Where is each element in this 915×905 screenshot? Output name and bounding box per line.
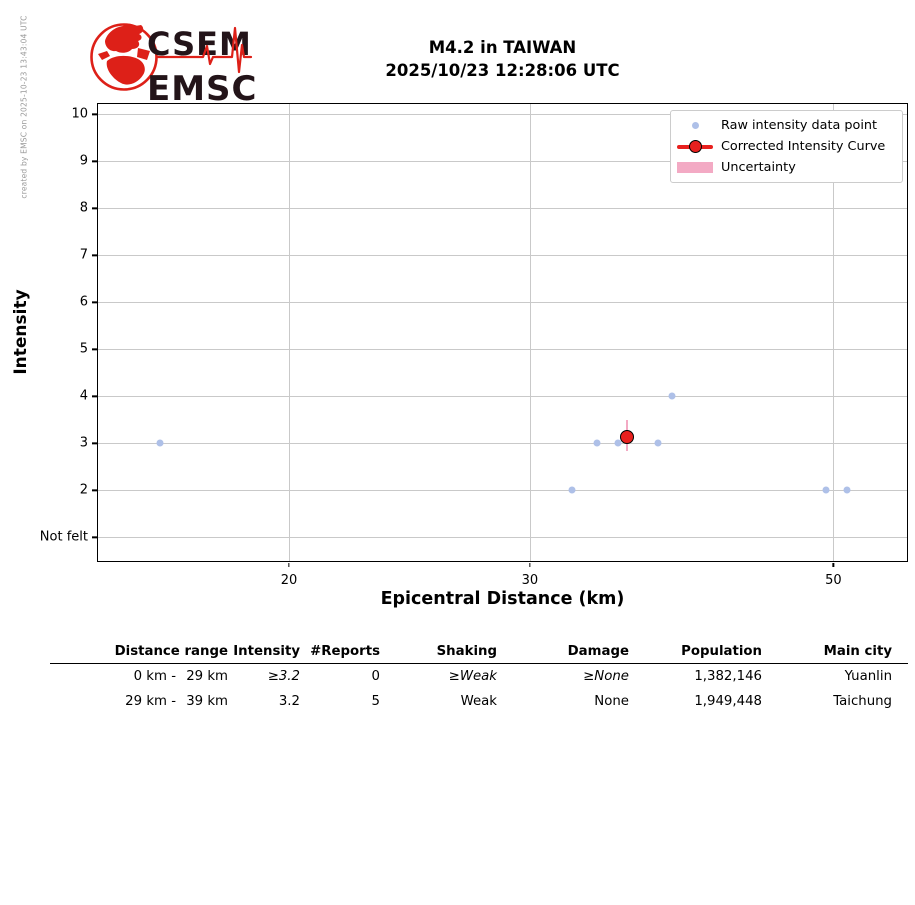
header-damage: Damage: [567, 644, 629, 659]
y-tick-mark: [92, 113, 97, 115]
impact-table: Distance range Intensity #Reports Shakin…: [50, 639, 892, 714]
cell-population: 1,382,146: [694, 669, 762, 684]
x-gridline: [289, 104, 291, 561]
cell-damage: ≥None: [583, 669, 629, 684]
header-distance-range: Distance range: [114, 644, 228, 659]
y-gridline: [98, 208, 907, 210]
y-tick-label: 5: [79, 341, 88, 357]
y-tick-mark: [92, 160, 97, 163]
y-gridline: [98, 161, 907, 163]
y-tick-label: 4: [79, 388, 88, 404]
x-gridline: [833, 104, 835, 561]
table-row: 29 km - 39 km 3.2 5 Weak None 1,949,448 …: [50, 689, 892, 714]
page-title: M4.2 in TAIWAN 2025/10/23 12:28:06 UTC: [97, 36, 908, 82]
y-tick-label: Not felt: [39, 529, 88, 545]
cell-shaking: Weak: [460, 694, 497, 709]
y-tick-label: 9: [79, 153, 88, 169]
legend-label-raw: Raw intensity data point: [721, 118, 878, 133]
legend-item-uncertainty: Uncertainty: [676, 157, 896, 178]
y-tick-mark: [92, 348, 97, 351]
corrected-intensity-point: [619, 429, 634, 444]
intensity-plot: Raw intensity data point Corrected Inten…: [40, 103, 908, 588]
cell-main-city: Yuanlin: [844, 669, 892, 684]
legend-label-uncertainty: Uncertainty: [721, 160, 796, 175]
y-tick-label: 2: [79, 482, 88, 498]
raw-data-point: [593, 439, 601, 447]
y-gridline: [98, 302, 907, 304]
y-tick-label: 10: [71, 106, 88, 122]
y-gridline: [98, 443, 907, 445]
raw-point-marker-icon: [691, 122, 699, 129]
y-axis-label: Intensity: [11, 289, 31, 375]
y-gridline: [98, 349, 907, 351]
x-tick-mark: [832, 562, 834, 567]
cell-reports: 5: [371, 694, 380, 709]
emsc-logo: CSEM EMSC: [90, 23, 258, 109]
legend-label-corrected: Corrected Intensity Curve: [721, 139, 886, 154]
y-tick-mark: [92, 207, 97, 210]
credit-text: created by EMSC on 2025-10-23 13:43:04 U…: [19, 15, 29, 199]
y-gridline: [98, 396, 907, 398]
y-tick-mark: [92, 442, 97, 445]
x-tick-label: 20: [280, 573, 298, 588]
y-tick-label: 7: [79, 247, 88, 263]
y-gridline: [98, 114, 907, 116]
cell-population: 1,949,448: [694, 694, 762, 709]
x-gridline: [529, 104, 531, 561]
raw-data-point: [156, 439, 164, 447]
x-tick-label: 50: [825, 573, 842, 588]
table-header-rule: [50, 663, 908, 664]
chart-legend: Raw intensity data point Corrected Inten…: [670, 110, 903, 183]
x-axis-label: Epicentral Distance (km): [380, 589, 625, 609]
y-tick-mark: [92, 395, 97, 398]
table-row: 0 km - 29 km ≥3.2 0 ≥Weak ≥None 1,382,14…: [50, 664, 892, 689]
seismogram-icon: [156, 26, 253, 74]
raw-data-point: [822, 486, 830, 494]
corrected-curve-marker-icon: [688, 140, 702, 153]
y-tick-mark: [92, 536, 97, 539]
plot-area: [98, 104, 907, 561]
y-tick-mark: [92, 301, 97, 304]
y-gridline: [98, 490, 907, 492]
cell-intensity: 3.2: [278, 694, 300, 709]
y-tick-label: 6: [79, 294, 88, 310]
y-tick-mark: [92, 254, 97, 257]
x-tick-mark: [288, 562, 290, 567]
x-tick-mark: [529, 562, 531, 567]
cell-distance-to: 39 km: [186, 694, 228, 709]
legend-item-raw: Raw intensity data point: [676, 115, 896, 136]
y-tick-label: 8: [79, 200, 88, 216]
logo-word-emsc: EMSC: [147, 69, 258, 109]
header-main-city: Main city: [823, 644, 892, 659]
cell-damage: None: [594, 694, 629, 709]
title-line-magnitude: M4.2 in TAIWAN: [428, 38, 577, 57]
cell-distance-from: 0 km -: [133, 669, 176, 684]
cell-intensity: ≥3.2: [267, 669, 300, 684]
x-tick-label: 30: [521, 573, 539, 588]
raw-data-point: [654, 439, 662, 447]
cell-shaking: ≥Weak: [448, 669, 497, 684]
cell-distance-from: 29 km -: [125, 694, 176, 709]
y-tick-label: 3: [79, 435, 88, 451]
title-line-datetime: 2025/10/23 12:28:06 UTC: [385, 61, 620, 80]
table-header-row: Distance range Intensity #Reports Shakin…: [50, 639, 892, 664]
cell-reports: 0: [371, 669, 380, 684]
uncertainty-swatch-icon: [677, 162, 713, 173]
y-tick-mark: [92, 489, 97, 492]
cell-main-city: Taichung: [833, 694, 892, 709]
header-reports: #Reports: [310, 644, 380, 659]
raw-data-point: [568, 486, 576, 494]
raw-data-point: [668, 392, 676, 400]
header-shaking: Shaking: [436, 644, 497, 659]
raw-data-point: [843, 486, 851, 494]
header-intensity: Intensity: [233, 644, 300, 659]
legend-item-corrected: Corrected Intensity Curve: [676, 136, 896, 157]
header-population: Population: [681, 644, 762, 659]
y-gridline: [98, 537, 907, 539]
cell-distance-to: 29 km: [186, 669, 228, 684]
raw-data-point: [614, 439, 622, 447]
globe-icon: [90, 23, 158, 91]
y-gridline: [98, 255, 907, 257]
